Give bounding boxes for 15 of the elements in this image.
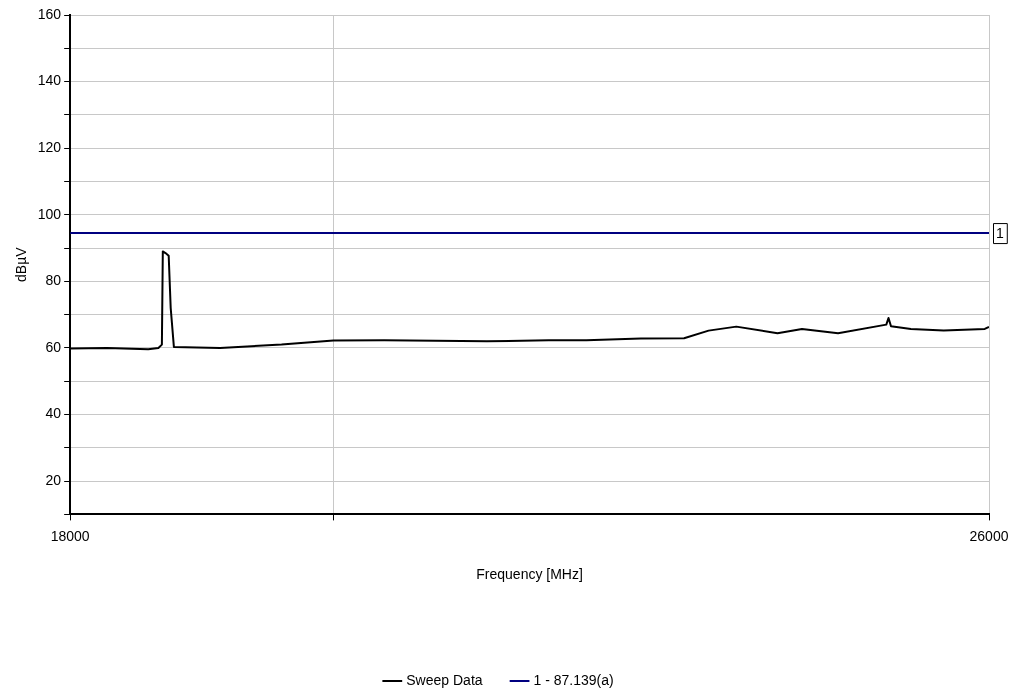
legend-label: Sweep Data [406,671,483,688]
legend-label: 1 - 87.139(a) [533,671,614,688]
y-tick-label: 140 [37,72,62,89]
x-tick-label: 26000 [969,527,1009,544]
y-tick-label: 120 [37,139,62,156]
y-tick-label: 40 [45,405,62,422]
y-tick-label: 160 [37,5,62,22]
annotation: 1 [996,224,1004,241]
y-tick-label: 60 [45,338,62,355]
x-axis-title: Frequency [MHz] [476,566,583,583]
x-tick-label: 18000 [50,527,90,544]
y-axis-title: dBµV [13,246,30,282]
y-tick-label: 20 [45,471,62,488]
y-tick-label: 100 [37,205,62,222]
y-tick-label: 80 [45,272,62,289]
